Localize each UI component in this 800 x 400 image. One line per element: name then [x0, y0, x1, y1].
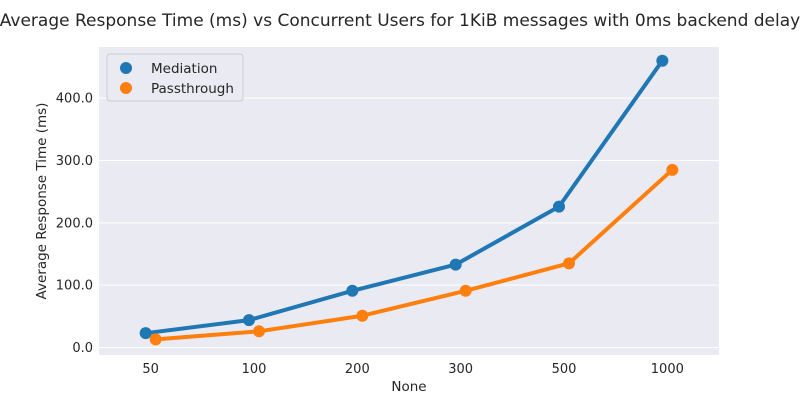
x-tick-label: 300 [448, 362, 473, 377]
data-point-passthrough [149, 333, 162, 346]
chart-title: Average Response Time (ms) vs Concurrent… [0, 11, 800, 31]
legend-marker-passthrough [120, 82, 132, 94]
x-tick-label: 500 [552, 362, 577, 377]
legend-marker-mediation [120, 62, 132, 74]
y-tick-label: 200.0 [56, 216, 93, 231]
x-tick-label: 100 [242, 362, 267, 377]
legend-label-mediation: Mediation [151, 61, 217, 77]
data-point-mediation [553, 200, 565, 213]
data-point-passthrough [666, 163, 679, 176]
data-point-mediation [243, 314, 255, 327]
tick-labels: 0.0 100.0 200.0 300.0 400.0 50 100 200 300 500 100… [56, 92, 684, 377]
legend: Mediation Passthrough [106, 53, 244, 102]
y-axis-label: Average Response Time (ms) [34, 103, 50, 300]
y-tick-label: 100.0 [56, 279, 93, 294]
data-point-passthrough [356, 309, 369, 322]
x-tick-label: 50 [142, 362, 159, 377]
y-tick-label: 300.0 [56, 154, 93, 169]
data-point-mediation [346, 284, 359, 297]
series-line-mediation [143, 58, 665, 336]
data-point-passthrough [563, 257, 575, 270]
series-group [139, 54, 679, 346]
legend-box [106, 53, 244, 102]
data-point-passthrough [459, 284, 472, 297]
data-point-mediation [656, 54, 669, 67]
data-point-mediation [449, 258, 462, 271]
y-tick-label: 0.0 [72, 341, 93, 356]
series-line-passthrough [153, 167, 675, 342]
x-tick-label: 1000 [651, 362, 684, 377]
y-tick-label: 400.0 [56, 92, 93, 107]
legend-label-passthrough: Passthrough [151, 81, 234, 97]
x-tick-label: 200 [345, 362, 370, 377]
data-point-mediation [139, 327, 152, 340]
data-point-passthrough [253, 325, 265, 338]
x-axis-label: None [391, 379, 426, 395]
